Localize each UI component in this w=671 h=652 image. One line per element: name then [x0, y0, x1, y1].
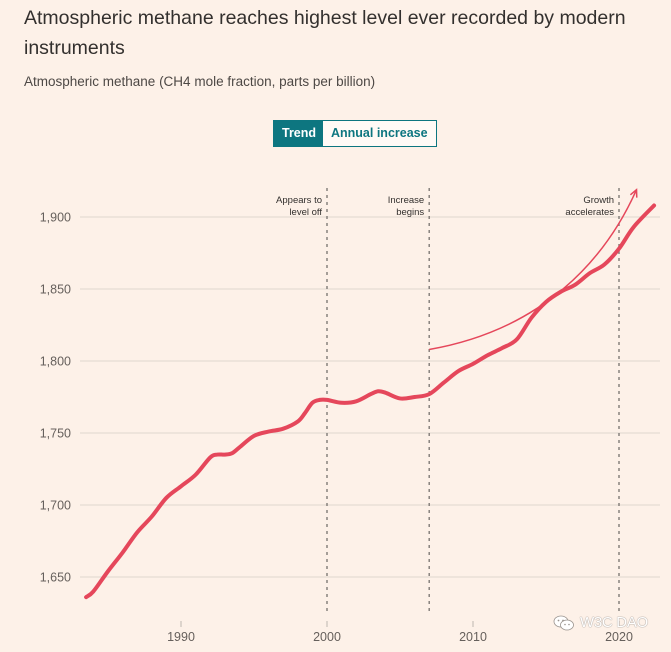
annotation-label: Growth — [583, 195, 614, 206]
trend-tab[interactable]: Trend — [274, 121, 323, 146]
series — [84, 203, 657, 600]
gridlines — [80, 216, 660, 578]
y-tick-label: 1,850 — [40, 283, 71, 297]
y-axis: 1,650 1,700 1,750 1,800 1,850 1,900 — [40, 211, 71, 585]
chart-subtitle: Atmospheric methane (CH4 mole fraction, … — [24, 74, 376, 89]
watermark: W3C DAO — [553, 614, 648, 631]
watermark-text: W3C DAO — [580, 614, 648, 631]
y-tick-label: 1,900 — [40, 211, 71, 225]
chart-title: Atmospheric methane reaches highest leve… — [24, 7, 626, 59]
arrow-head — [629, 188, 638, 198]
x-tick-label: 2010 — [459, 630, 487, 644]
annotation-label: accelerates — [565, 207, 614, 218]
y-tick-label: 1,700 — [40, 499, 71, 513]
x-tick-label: 1990 — [167, 630, 195, 644]
annotation-label: Appears to — [276, 195, 322, 206]
x-tick-label: 2020 — [605, 630, 633, 644]
annual-increase-tab[interactable]: Annual increase — [323, 121, 436, 146]
methane-trend-line — [84, 203, 657, 600]
annotation-label: begins — [396, 207, 424, 218]
view-toggle: Trend Annual increase — [273, 120, 437, 147]
x-axis: 1990 2000 2010 2020 — [167, 621, 633, 644]
y-tick-label: 1,800 — [40, 355, 71, 369]
x-tick-label: 2000 — [313, 630, 341, 644]
y-tick-label: 1,650 — [40, 571, 71, 585]
annotation-label: Increase — [388, 195, 424, 206]
wechat-icon — [553, 615, 574, 630]
annotation-label: level off — [289, 207, 322, 218]
y-tick-label: 1,750 — [40, 427, 71, 441]
